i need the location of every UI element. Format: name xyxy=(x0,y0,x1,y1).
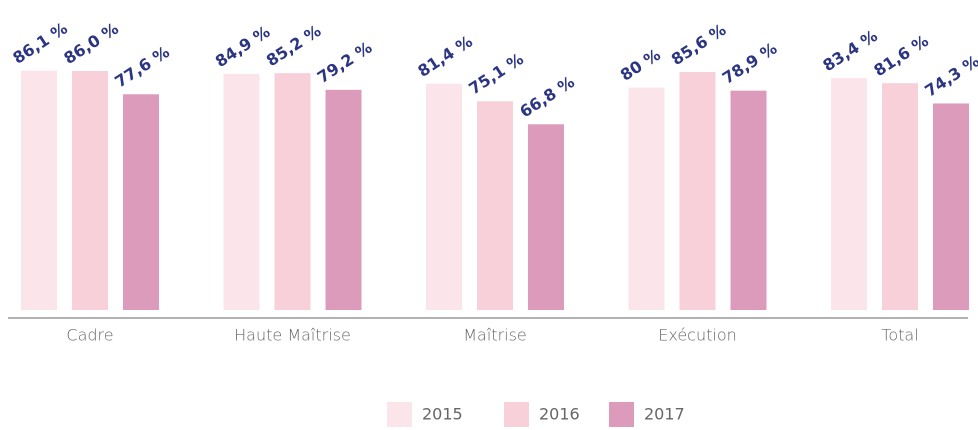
legend-swatch xyxy=(387,402,412,427)
value-label: 78,9 % xyxy=(719,39,781,88)
bar xyxy=(628,87,665,310)
value-label: 75,1 % xyxy=(465,49,527,98)
bar xyxy=(477,101,513,310)
bar xyxy=(426,83,462,310)
value-label: 66,8 % xyxy=(516,72,578,121)
legend-label: 2015 xyxy=(422,405,463,424)
x-tick-label: Total xyxy=(881,326,918,345)
x-tick-label: Haute Maîtrise xyxy=(234,326,351,345)
legend-label: 2017 xyxy=(644,405,685,424)
value-label: 85,6 % xyxy=(668,20,730,69)
bar xyxy=(831,78,867,310)
bar xyxy=(72,70,108,310)
value-label: 86,0 % xyxy=(60,19,122,68)
bar xyxy=(528,124,564,311)
bar xyxy=(223,73,260,310)
value-label: 85,2 % xyxy=(263,21,325,70)
legend-swatch xyxy=(609,402,634,427)
value-label: 79,2 % xyxy=(314,38,376,87)
value-label: 77,6 % xyxy=(111,42,173,91)
bar xyxy=(325,89,362,310)
bar xyxy=(933,103,969,310)
value-label: 86,1 % xyxy=(9,19,71,68)
bar xyxy=(679,72,716,310)
x-tick-label: Maîtrise xyxy=(463,326,527,345)
value-label: 74,3 % xyxy=(921,51,978,100)
value-label: 81,4 % xyxy=(414,32,476,81)
bar xyxy=(123,94,159,310)
legend-label: 2016 xyxy=(539,405,580,424)
value-label: 80 % xyxy=(617,45,664,85)
x-tick-label: Cadre xyxy=(66,326,113,345)
value-label: 84,9 % xyxy=(212,22,274,71)
bar xyxy=(730,90,767,311)
bar xyxy=(882,83,918,310)
bar xyxy=(21,70,57,310)
value-label: 81,6 % xyxy=(870,31,932,80)
bar xyxy=(274,73,311,310)
x-tick-label: Exécution xyxy=(658,326,737,345)
legend-swatch xyxy=(504,402,529,427)
